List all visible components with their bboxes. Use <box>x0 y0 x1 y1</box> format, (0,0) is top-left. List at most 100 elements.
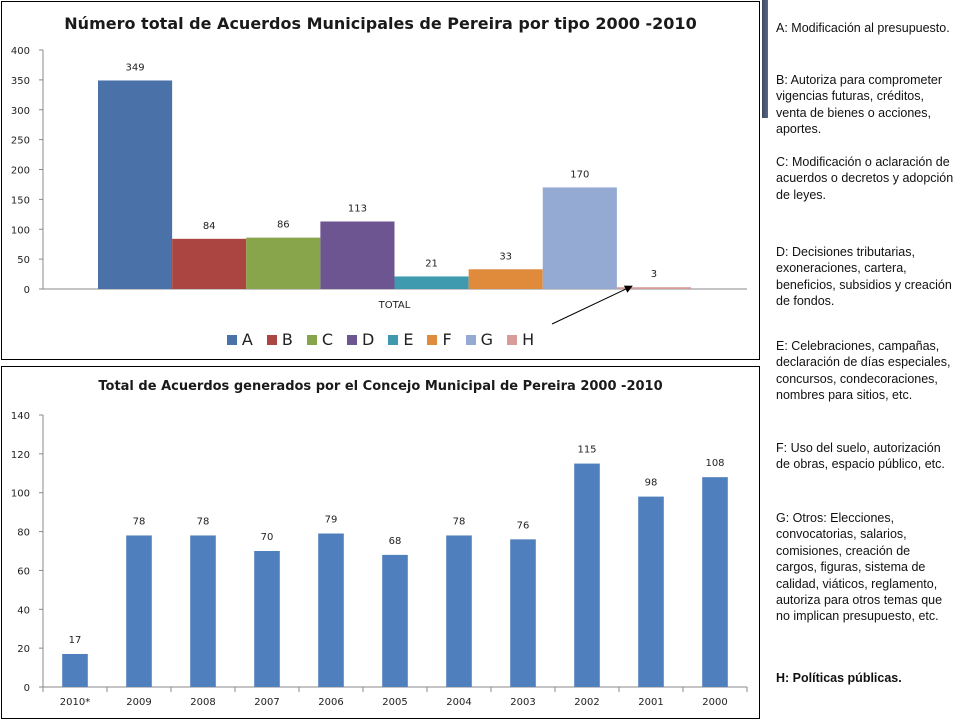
legend-label: B <box>281 330 293 349</box>
legend-swatch <box>226 335 237 345</box>
data-label-2003: 76 <box>517 520 530 531</box>
y-tick-label: 100 <box>11 489 30 500</box>
bar-2003 <box>510 539 536 687</box>
bar-B <box>172 238 247 289</box>
legend-item-E: E <box>388 330 413 349</box>
bar-H <box>616 287 691 289</box>
y-tick-label: 140 <box>11 411 30 422</box>
bar-2000 <box>702 477 728 687</box>
bar-E <box>394 276 469 289</box>
y-tick-label: 400 <box>11 46 30 57</box>
chart-by-type-title: Número total de Acuerdos Municipales de … <box>64 14 697 33</box>
bar-2010* <box>62 653 88 687</box>
legend-swatch <box>507 335 518 345</box>
y-tick-label: 120 <box>11 450 30 461</box>
definition-item: B: Autoriza para comprometer vigencias f… <box>776 73 943 137</box>
legend-item-G: G <box>465 330 494 349</box>
x-tick-label: 2003 <box>510 697 535 708</box>
data-label-2007: 70 <box>261 532 274 543</box>
data-label-2008: 78 <box>197 516 210 527</box>
annotation-arrow <box>551 285 633 325</box>
data-label-2004: 78 <box>453 516 466 527</box>
x-tick-label: 2007 <box>254 697 279 708</box>
chart-by-type-plot: 0 50 100 150 200 250 300 350 400 349 84 86 113 21 33 17… <box>11 46 747 325</box>
legend-swatch <box>388 335 399 345</box>
data-label-2000: 108 <box>705 458 724 469</box>
y-tick-label: 40 <box>17 605 30 616</box>
data-label-C: 86 <box>277 220 290 231</box>
bar-2004 <box>446 535 472 687</box>
y-tick-label: 300 <box>11 106 30 117</box>
data-label-2001: 98 <box>645 478 658 489</box>
bar-2007 <box>254 551 280 687</box>
y-tick-label: 250 <box>11 136 30 147</box>
chart-by-year: Total de Acuerdos generados por el Conce… <box>1 366 760 719</box>
legend-swatch <box>266 335 277 345</box>
data-label-H: 3 <box>651 269 657 280</box>
y-tick-label: 60 <box>17 566 30 577</box>
x-category-label: TOTAL <box>378 300 411 311</box>
x-tick-label: 2000 <box>702 697 727 708</box>
data-label-F: 33 <box>499 251 512 262</box>
legend-swatch <box>465 335 476 345</box>
chart-by-type-legend: A B C D E F G H <box>2 330 759 349</box>
legend-label: G <box>480 330 494 349</box>
x-tick-label: 2002 <box>574 697 599 708</box>
y-tick-label: 20 <box>17 644 30 655</box>
bar-2006 <box>318 533 344 687</box>
legend-item-H: H <box>507 330 534 349</box>
x-tick-label: 2001 <box>638 697 663 708</box>
bar-G <box>542 187 617 289</box>
bar-F <box>468 269 543 289</box>
x-tick-label: 2005 <box>382 697 407 708</box>
chart-by-type: Número total de Acuerdos Municipales de … <box>1 1 760 360</box>
legend-label: D <box>362 330 375 349</box>
legend-item-F: F <box>427 330 452 349</box>
bar-2009 <box>126 535 152 687</box>
legend-label: A <box>241 330 253 349</box>
legend-swatch <box>306 335 317 345</box>
y-tick-label: 0 <box>24 683 30 694</box>
bar-A <box>98 80 173 289</box>
data-label-E: 21 <box>425 258 438 269</box>
definition-item: A: Modificación al presupuesto. <box>776 21 950 35</box>
x-tick-label: 2008 <box>190 697 215 708</box>
decorative-bar <box>762 0 768 118</box>
definition-item: E: Celebraciones, campañas, declaración … <box>776 339 951 403</box>
legend-item-A: A <box>226 330 253 349</box>
definition-item: F: Uso del suelo, autorización de obras,… <box>776 441 945 472</box>
legend-item-D: D <box>347 330 374 349</box>
y-tick-label: 50 <box>17 255 30 266</box>
definition-item: H: Políticas públicas. <box>776 671 902 685</box>
legend-label: H <box>522 330 535 349</box>
legend-item-B: B <box>266 330 293 349</box>
bar-2005 <box>382 554 408 687</box>
x-tick-label: 2006 <box>318 697 343 708</box>
legend-label: E <box>403 330 414 349</box>
x-tick-label: 2009 <box>126 697 151 708</box>
data-label-D: 113 <box>348 203 367 214</box>
data-label-2002: 115 <box>577 445 596 456</box>
legend-label: F <box>442 330 452 349</box>
data-label-B: 84 <box>203 221 216 232</box>
y-tick-label: 350 <box>11 76 30 87</box>
data-label-G: 170 <box>570 169 589 180</box>
definition-item: C: Modificación o aclaración de acuerdos… <box>776 155 954 202</box>
legend-label: C <box>321 330 334 349</box>
data-label-A: 349 <box>126 62 145 73</box>
y-tick-label: 100 <box>11 225 30 236</box>
chart-by-year-title: Total de Acuerdos generados por el Conce… <box>98 379 663 394</box>
x-tick-label: 2004 <box>446 697 471 708</box>
definition-item: G: Otros: Elecciones, convocatorias, sal… <box>776 511 943 624</box>
data-label-2006: 79 <box>325 515 338 526</box>
legend-item-C: C <box>306 330 334 349</box>
bar-2008 <box>190 535 216 687</box>
bar-D <box>320 221 395 289</box>
data-label-2009: 78 <box>133 516 146 527</box>
bar-C <box>246 237 321 289</box>
chart-by-year-plot: 0 20 40 60 80 100 120 140 17 2010* 78 2009 78 2008 70 2… <box>11 411 748 708</box>
definition-item: D: Decisiones tributarias, exoneraciones… <box>776 245 952 309</box>
y-tick-label: 80 <box>17 528 30 539</box>
data-label-2010*: 17 <box>69 635 82 646</box>
bar-2002 <box>574 463 600 687</box>
